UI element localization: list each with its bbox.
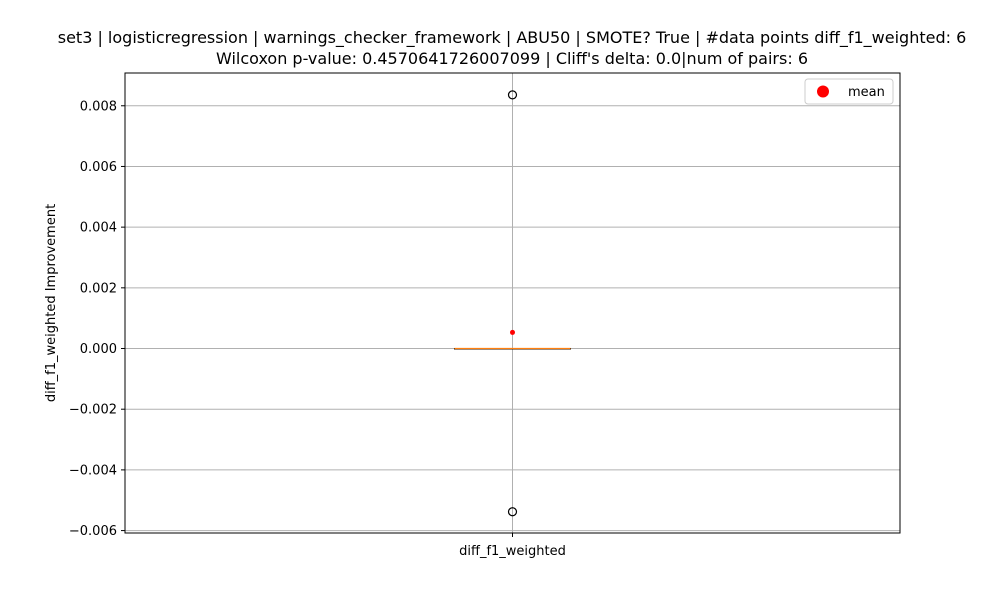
x-tick-label: diff_f1_weighted xyxy=(459,544,566,559)
plot-area: −0.006 −0.004 −0.002 0.000 0.002 0.004 0.006 0.… xyxy=(69,72,901,559)
chart-title-line-2: Wilcoxon p-value: 0.4570641726007099 | C… xyxy=(216,49,808,68)
outlier-point xyxy=(507,507,518,517)
chart-title-line-1: set3 | logisticregression | warnings_che… xyxy=(58,28,967,48)
chart-title: set3 | logisticregression | warnings_che… xyxy=(58,28,967,68)
y-tick-label: −0.006 xyxy=(69,524,117,539)
outlier-point xyxy=(507,90,518,100)
legend-mean-label: mean xyxy=(848,85,885,100)
y-tick-label: 0.008 xyxy=(80,99,117,114)
y-tick-label: 0.002 xyxy=(80,281,117,296)
y-tick-label: −0.004 xyxy=(69,463,117,478)
y-tick-label: 0.006 xyxy=(80,160,117,175)
legend-mean-marker xyxy=(817,85,829,98)
y-tick-label: 0.004 xyxy=(80,221,117,236)
y-axis-label: diff_f1_weighted Improvement xyxy=(44,204,59,402)
legend: mean xyxy=(804,78,894,105)
legend-frame xyxy=(804,78,894,105)
mean-point xyxy=(510,329,515,335)
y-tick-label: 0.000 xyxy=(80,342,117,357)
y-tick-label: −0.002 xyxy=(69,403,117,418)
